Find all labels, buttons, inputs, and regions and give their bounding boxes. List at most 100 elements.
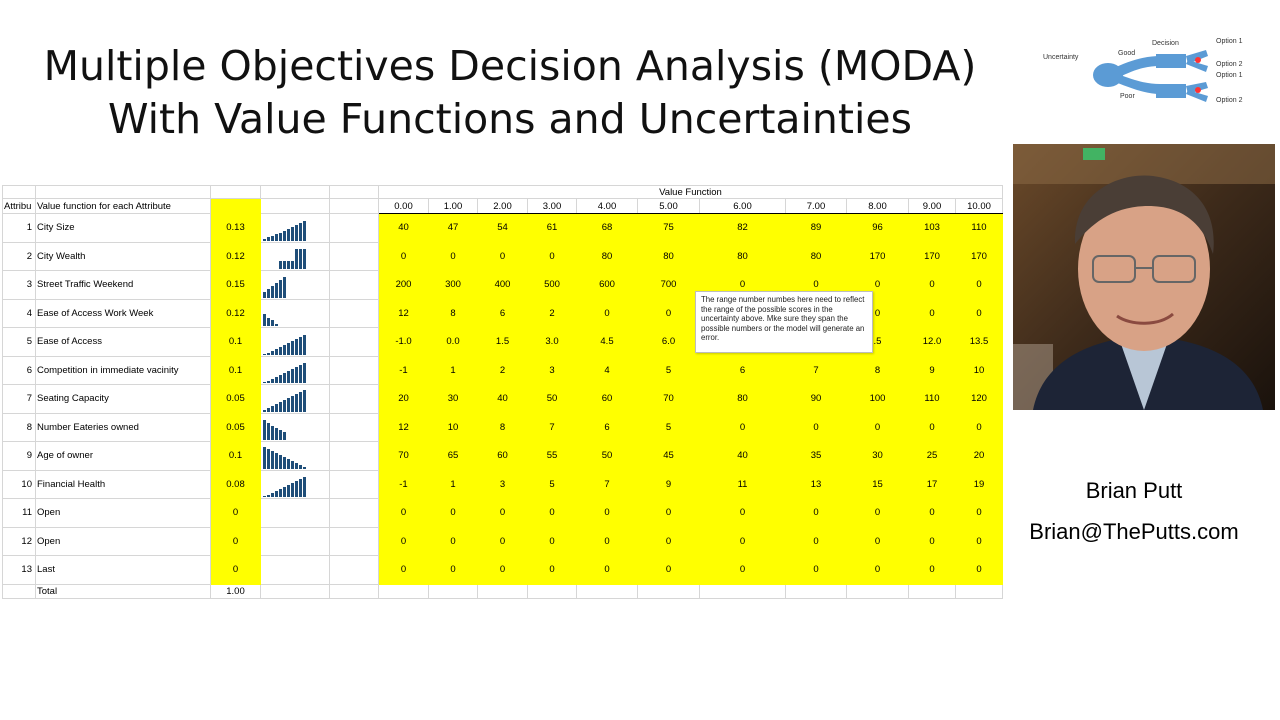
scale-header[interactable]: 9.00 xyxy=(908,198,956,214)
value-cell[interactable]: 170 xyxy=(846,241,909,271)
spacer-cell[interactable] xyxy=(329,469,379,499)
value-cell[interactable]: 6 xyxy=(699,355,786,385)
value-cell[interactable]: 5 xyxy=(637,355,700,385)
scale-header[interactable]: 1.00 xyxy=(428,198,478,214)
value-cell[interactable]: 110 xyxy=(955,213,1003,243)
value-cell[interactable]: 19 xyxy=(955,469,1003,499)
value-cell[interactable]: 80 xyxy=(785,241,847,271)
value-cell[interactable]: 60 xyxy=(576,384,638,414)
spacer-cell[interactable] xyxy=(329,498,379,528)
spacer-cell[interactable] xyxy=(329,327,379,357)
value-cell[interactable]: 0 xyxy=(637,498,700,528)
value-cell[interactable]: 0 xyxy=(846,555,909,585)
value-cell[interactable]: 5 xyxy=(637,412,700,442)
scale-header[interactable]: 7.00 xyxy=(785,198,847,214)
value-cell[interactable]: 35 xyxy=(785,441,847,471)
value-cell[interactable]: 0 xyxy=(477,241,528,271)
value-cell[interactable]: 80 xyxy=(637,241,700,271)
attribute-name[interactable]: Number Eateries owned xyxy=(35,412,211,442)
attribute-number[interactable]: 11 xyxy=(2,498,36,528)
scale-header[interactable]: 5.00 xyxy=(637,198,700,214)
attribute-weight[interactable]: 0 xyxy=(210,555,261,585)
attribute-name[interactable]: Ease of Access Work Week xyxy=(35,298,211,328)
value-cell[interactable]: 96 xyxy=(846,213,909,243)
value-cell[interactable]: 60 xyxy=(477,441,528,471)
value-cell[interactable]: 68 xyxy=(576,213,638,243)
scale-header[interactable]: 0.00 xyxy=(378,198,429,214)
value-cell[interactable]: 170 xyxy=(908,241,956,271)
scale-header[interactable]: 6.00 xyxy=(699,198,786,214)
value-cell[interactable]: -1 xyxy=(378,355,429,385)
value-cell[interactable]: 80 xyxy=(699,384,786,414)
attribute-weight[interactable]: 0 xyxy=(210,526,261,556)
value-cell[interactable]: 0 xyxy=(527,498,577,528)
description-column-header[interactable]: Value function for each Attribute xyxy=(35,198,211,214)
spacer-cell[interactable] xyxy=(329,241,379,271)
attribute-weight[interactable]: 0.12 xyxy=(210,241,261,271)
value-cell[interactable]: 0 xyxy=(477,498,528,528)
scale-header[interactable]: 10.00 xyxy=(955,198,1003,214)
empty-cell[interactable] xyxy=(477,583,528,599)
value-cell[interactable]: 55 xyxy=(527,441,577,471)
sparkline-cell[interactable] xyxy=(260,412,330,442)
value-cell[interactable]: 0 xyxy=(955,555,1003,585)
value-cell[interactable]: 0 xyxy=(785,526,847,556)
attribute-number[interactable]: 5 xyxy=(2,327,36,357)
value-cell[interactable]: 7 xyxy=(527,412,577,442)
value-cell[interactable]: 600 xyxy=(576,270,638,300)
value-cell[interactable]: 0 xyxy=(428,498,478,528)
value-cell[interactable]: 100 xyxy=(846,384,909,414)
value-cell[interactable]: 5 xyxy=(527,469,577,499)
empty-cell[interactable] xyxy=(576,583,638,599)
attribute-number[interactable]: 3 xyxy=(2,270,36,300)
sparkline-cell[interactable] xyxy=(260,355,330,385)
empty-cell[interactable] xyxy=(908,583,956,599)
value-cell[interactable]: 0 xyxy=(637,555,700,585)
value-cell[interactable]: 8 xyxy=(846,355,909,385)
value-cell[interactable]: 0 xyxy=(428,241,478,271)
value-cell[interactable]: 17 xyxy=(908,469,956,499)
value-cell[interactable]: 3.0 xyxy=(527,327,577,357)
value-cell[interactable]: 0 xyxy=(846,498,909,528)
value-cell[interactable]: 110 xyxy=(908,384,956,414)
attribute-weight[interactable]: 0.12 xyxy=(210,298,261,328)
value-cell[interactable]: 10 xyxy=(955,355,1003,385)
attribute-number[interactable]: 1 xyxy=(2,213,36,243)
empty-cell[interactable] xyxy=(428,583,478,599)
value-cell[interactable]: 4 xyxy=(576,355,638,385)
value-cell[interactable]: 0 xyxy=(908,526,956,556)
attribute-name[interactable]: Street Traffic Weekend xyxy=(35,270,211,300)
value-cell[interactable]: 0 xyxy=(527,241,577,271)
attribute-name[interactable]: Open xyxy=(35,498,211,528)
attribute-number[interactable]: 13 xyxy=(2,555,36,585)
attribute-number[interactable]: 8 xyxy=(2,412,36,442)
attribute-weight[interactable]: 0.1 xyxy=(210,355,261,385)
value-cell[interactable]: 90 xyxy=(785,384,847,414)
value-cell[interactable]: 0 xyxy=(908,412,956,442)
value-cell[interactable]: 700 xyxy=(637,270,700,300)
value-cell[interactable]: 0 xyxy=(908,498,956,528)
attribute-number[interactable]: 10 xyxy=(2,469,36,499)
attribute-name[interactable]: City Wealth xyxy=(35,241,211,271)
value-cell[interactable]: 0 xyxy=(955,412,1003,442)
value-cell[interactable]: 0 xyxy=(527,555,577,585)
value-cell[interactable]: 20 xyxy=(955,441,1003,471)
value-cell[interactable]: 0 xyxy=(699,412,786,442)
value-cell[interactable]: 30 xyxy=(846,441,909,471)
value-cell[interactable]: 80 xyxy=(699,241,786,271)
value-cell[interactable]: 0 xyxy=(955,498,1003,528)
value-cell[interactable]: 120 xyxy=(955,384,1003,414)
value-cell[interactable]: 70 xyxy=(637,384,700,414)
empty-cell[interactable] xyxy=(699,583,786,599)
value-cell[interactable]: 1.5 xyxy=(477,327,528,357)
empty-cell[interactable] xyxy=(527,583,577,599)
value-cell[interactable]: 47 xyxy=(428,213,478,243)
value-cell[interactable]: 0 xyxy=(955,270,1003,300)
value-cell[interactable]: 0 xyxy=(576,526,638,556)
value-cell[interactable]: 0 xyxy=(477,555,528,585)
value-cell[interactable]: 0 xyxy=(785,412,847,442)
value-cell[interactable]: 0 xyxy=(428,526,478,556)
value-cell[interactable]: 40 xyxy=(699,441,786,471)
scale-header[interactable]: 3.00 xyxy=(527,198,577,214)
value-cell[interactable]: 0 xyxy=(699,526,786,556)
